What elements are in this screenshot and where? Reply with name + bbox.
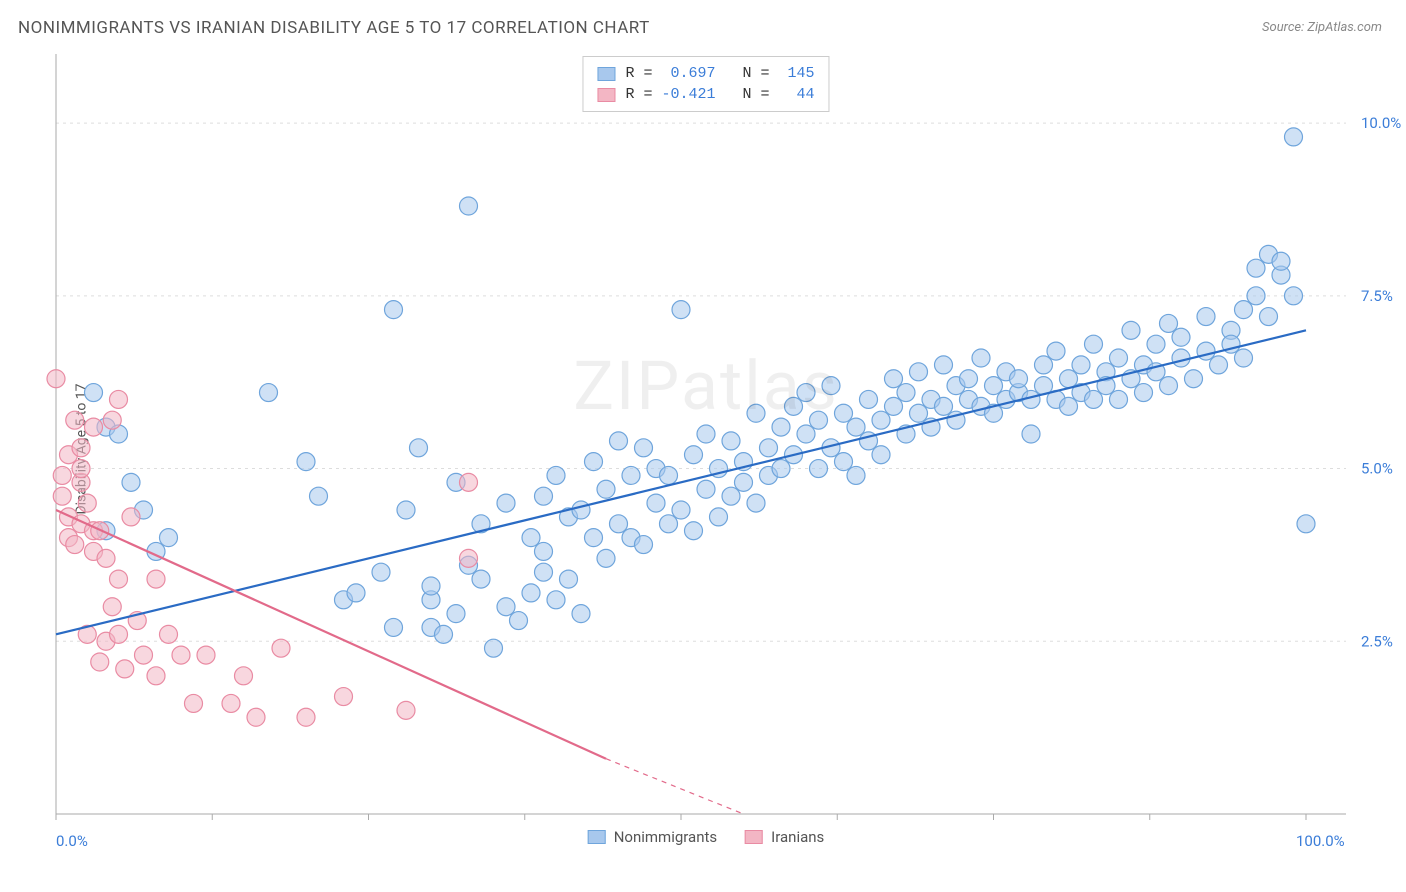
svg-text:5.0%: 5.0% (1361, 460, 1393, 478)
chart-title: NONIMMIGRANTS VS IRANIAN DISABILITY AGE … (18, 18, 650, 38)
svg-text:2.5%: 2.5% (1361, 632, 1393, 650)
legend-label-2: Iranians (771, 828, 824, 846)
stats-row-1: R = 0.697 N = 145 (597, 63, 814, 84)
scatter-plot-svg: 2.5%5.0%7.5%10.0% (46, 54, 1366, 844)
legend-label-1: Nonimmigrants (614, 828, 717, 846)
stats-swatch-1 (597, 67, 615, 81)
x-axis-min-label: 0.0% (56, 832, 88, 850)
source-attribution: Source: ZipAtlas.com (1262, 20, 1382, 35)
svg-text:10.0%: 10.0% (1361, 114, 1401, 132)
plot-container: Disability Age 5 to 17 2.5%5.0%7.5%10.0%… (46, 54, 1366, 844)
legend: Nonimmigrants Iranians (588, 828, 825, 846)
stats-row-2: R = -0.421 N = 44 (597, 84, 814, 105)
x-axis-max-label: 100.0% (1296, 832, 1345, 850)
legend-item-2: Iranians (745, 828, 824, 846)
legend-swatch-1 (588, 830, 606, 844)
legend-swatch-2 (745, 830, 763, 844)
legend-item-1: Nonimmigrants (588, 828, 717, 846)
svg-text:7.5%: 7.5% (1361, 287, 1393, 305)
correlation-stats-box: R = 0.697 N = 145 R = -0.421 N = 44 (582, 56, 829, 112)
stats-text-1: R = 0.697 N = 145 (625, 63, 814, 84)
stats-text-2: R = -0.421 N = 44 (625, 84, 814, 105)
stats-swatch-2 (597, 88, 615, 102)
